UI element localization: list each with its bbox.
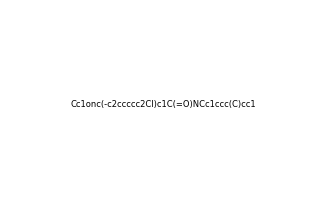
Text: Cc1onc(-c2ccccc2Cl)c1C(=O)NCc1ccc(C)cc1: Cc1onc(-c2ccccc2Cl)c1C(=O)NCc1ccc(C)cc1 xyxy=(70,99,256,109)
